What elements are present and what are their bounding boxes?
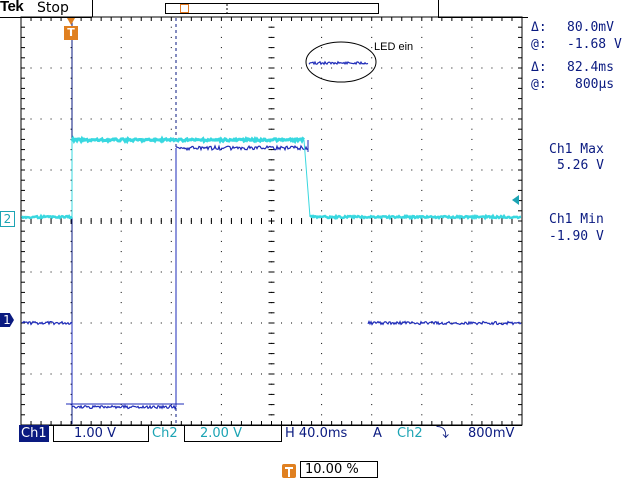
trace-transition — [303, 139, 311, 218]
trigger-source[interactable]: Ch2 — [397, 426, 423, 441]
ch1-trace-left — [21, 320, 73, 326]
ch1-trace-high — [175, 144, 309, 152]
trigger-slope-icon[interactable]: ⤵ — [436, 426, 450, 441]
delta-t-value: 82.4ms — [567, 60, 614, 75]
header-divider-tick — [92, 0, 93, 17]
measurement-1-title: Ch1 Max — [549, 142, 604, 157]
led-annotation-ellipse — [305, 41, 377, 83]
acquisition-mode: A — [373, 426, 382, 441]
trigger-position-marker[interactable] — [180, 4, 189, 13]
trigger-level[interactable]: 800mV — [468, 426, 515, 441]
measurement-2-title: Ch1 Min — [549, 212, 604, 227]
ch1-trace-right — [367, 319, 522, 326]
measurement-1-value: 5.26 V — [557, 158, 604, 173]
at-v-label: @: — [531, 37, 547, 52]
record-view-indicator — [226, 4, 228, 15]
timebase[interactable]: H 40.0ms — [285, 426, 348, 441]
trigger-arrow-icon — [67, 18, 75, 25]
waveform-traces — [20, 60, 522, 410]
ch1-ground-marker[interactable]: 1 — [0, 313, 14, 327]
ch2-trace-low-right — [309, 213, 522, 221]
ch2-label[interactable]: Ch2 — [152, 426, 178, 441]
ch1-label[interactable]: Ch1 — [19, 425, 49, 442]
ch2-trace-high — [70, 135, 306, 145]
header-divider-tick-right — [438, 0, 439, 17]
trigger-time-marker[interactable]: T — [64, 26, 78, 40]
led-annotation-text: LED ein — [374, 41, 414, 53]
trigger-position-value[interactable]: 10.00 % — [300, 461, 378, 478]
delta-v-value: 80.0mV — [567, 20, 614, 35]
graticule-grid — [20, 16, 523, 426]
record-view-bar[interactable] — [165, 3, 379, 15]
brand-logo: Tek — [0, 0, 24, 15]
ch1-scale[interactable]: 1.00 V — [53, 425, 149, 442]
ch2-trace-low-left — [20, 213, 73, 220]
at-v-value: -1.68 V — [567, 37, 622, 52]
ch2-ground-marker[interactable]: 2 — [0, 211, 15, 227]
delta-t-label: Δ: — [531, 60, 547, 75]
trigger-position-icon — [282, 464, 296, 478]
acquisition-status: Stop — [37, 0, 69, 16]
ch1-trace-low — [71, 404, 177, 410]
at-t-value: 800µs — [575, 77, 615, 92]
ch1-trace-led — [308, 60, 369, 66]
ch2-scale[interactable]: 2.00 V — [184, 425, 282, 442]
at-t-label: @: — [531, 77, 547, 92]
delta-v-label: Δ: — [531, 20, 547, 35]
measurement-2-value: -1.90 V — [549, 229, 604, 244]
trigger-level-arrow-icon[interactable] — [512, 195, 519, 205]
